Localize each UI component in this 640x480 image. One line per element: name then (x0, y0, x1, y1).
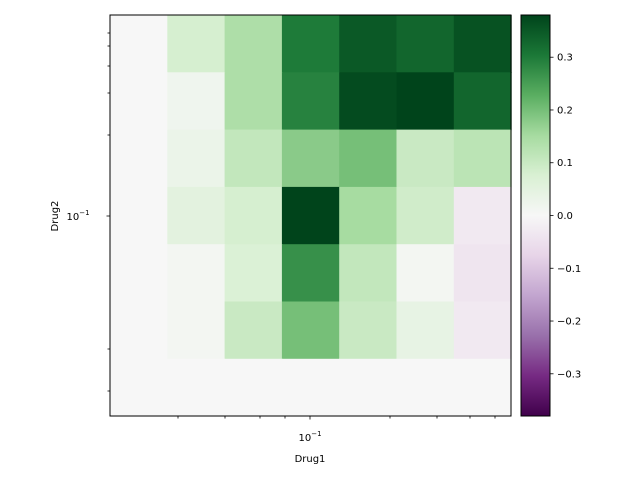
heatmap-cell (224, 301, 283, 360)
heatmap-cell (339, 15, 398, 73)
heatmap-cell (281, 129, 340, 188)
heatmap-cell (339, 186, 398, 245)
colorbar-ticks: −0.3 −0.2 −0.1 0.0 0.1 0.2 0.3 (550, 53, 581, 380)
heatmap-cell (167, 244, 226, 303)
colorbar-tick-label: −0.3 (557, 369, 581, 380)
heatmap-cell (339, 301, 398, 360)
heatmap-cell (281, 301, 340, 360)
colorbar-tick-label: −0.1 (557, 264, 581, 275)
heatmap-cell (453, 301, 512, 360)
heatmap-cell (110, 15, 168, 73)
heatmap-cell (281, 15, 340, 73)
colorbar-tick-label: −0.2 (557, 317, 581, 328)
heatmap-cell (453, 244, 512, 303)
heatmap-cell (339, 244, 398, 303)
heatmap-cell (167, 72, 226, 131)
y-tick-label: 10−1 (66, 209, 89, 223)
colorbar-tick-label: 0.0 (557, 211, 573, 222)
heatmap-cell (110, 186, 168, 245)
heatmap-cells (110, 15, 512, 417)
heatmap-cell (396, 15, 455, 73)
x-axis-ticks (177, 416, 496, 420)
heatmap-cell (167, 358, 226, 417)
heatmap-cell (339, 129, 398, 188)
heatmap-cell (396, 72, 455, 131)
heatmap-cell (224, 72, 283, 131)
heatmap-cell (339, 358, 398, 417)
colorbar (520, 14, 551, 417)
heatmap-cell (167, 186, 226, 245)
heatmap-cell (396, 358, 455, 417)
heatmap-cell (224, 186, 283, 245)
heatmap-cell (281, 244, 340, 303)
heatmap-cell (110, 129, 168, 188)
heatmap-cell (396, 129, 455, 188)
heatmap-cell (281, 358, 340, 417)
heatmap-cell (396, 244, 455, 303)
heatmap-cell (453, 186, 512, 245)
heatmap-cell (396, 301, 455, 360)
plot-frame (109, 14, 512, 417)
heatmap-cell (453, 72, 512, 131)
heatmap-cell (281, 72, 340, 131)
heatmap-cell (224, 15, 283, 73)
heatmap-cell (167, 15, 226, 73)
heatmap-cell (224, 244, 283, 303)
heatmap-cell (167, 301, 226, 360)
colorbar-tick-label: 0.1 (557, 158, 573, 169)
heatmap-cell (110, 72, 168, 131)
heatmap-cell (224, 129, 283, 188)
x-tick-label: 10−1 (298, 430, 321, 444)
x-axis-label: Drug1 (295, 454, 326, 465)
heatmap-cell (396, 186, 455, 245)
y-axis-ticks (106, 32, 110, 392)
heatmap-cell (339, 72, 398, 131)
colorbar-tick-label: 0.3 (557, 53, 573, 64)
y-axis-label: Drug2 (50, 201, 61, 232)
heatmap-cell (281, 186, 340, 245)
heatmap-cell (224, 358, 283, 417)
heatmap-cell (110, 358, 168, 417)
heatmap-cell (453, 15, 512, 73)
heatmap-cell (110, 301, 168, 360)
heatmap-cell (167, 129, 226, 188)
heatmap-cell (110, 244, 168, 303)
heatmap-cell (453, 129, 512, 188)
colorbar-tick-label: 0.2 (557, 105, 573, 116)
heatmap-cell (453, 358, 512, 417)
